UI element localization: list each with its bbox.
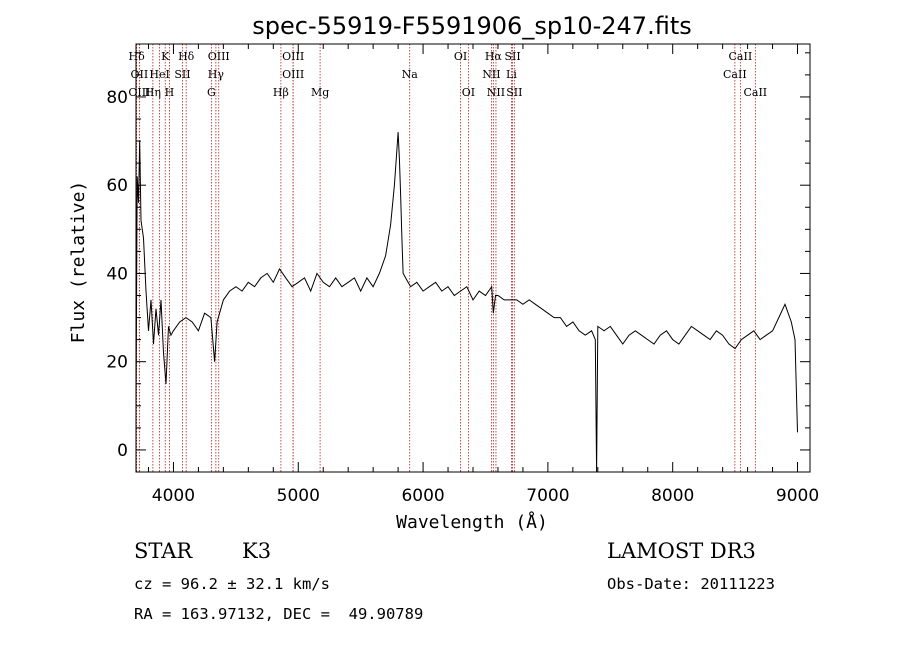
emission-line-label: Mg	[311, 86, 329, 99]
y-axis-label: Flux (relative)	[68, 181, 89, 344]
x-tick-label: 8000	[651, 486, 694, 506]
axis-ticks	[136, 44, 810, 472]
sky-coordinates: RA = 163.97132, DEC = 49.90789	[134, 605, 423, 623]
emission-line-label: Hη	[145, 86, 161, 99]
emission-line-label: SII	[174, 68, 190, 81]
emission-line-label: HeI	[149, 68, 169, 81]
emission-line-label: NII	[487, 86, 505, 99]
redshift-cz: cz = 96.2 ± 32.1 km/s	[134, 575, 330, 593]
emission-line-label: SII	[506, 86, 522, 99]
emission-line-label: G	[207, 86, 216, 99]
spectrum-line	[135, 132, 798, 473]
emission-line-label: Hγ	[208, 68, 225, 81]
emission-line-label: OIII	[282, 68, 304, 81]
emission-line-label: Hδ	[178, 50, 195, 63]
emission-line-label: OIII	[208, 50, 230, 63]
y-tick-label: 20	[106, 353, 128, 373]
emission-line-label: CaII	[723, 68, 747, 81]
x-tick-label: 4000	[152, 486, 195, 506]
observation-date: Obs-Date: 20111223	[607, 575, 775, 593]
emission-line-label: SII	[504, 50, 520, 63]
object-class: STAR	[134, 539, 193, 563]
emission-line-label: CaII	[729, 50, 753, 63]
emission-line-label: K	[161, 50, 170, 63]
emission-line-label: OI	[454, 50, 467, 63]
emission-line-label: OIII	[128, 86, 150, 99]
emission-line-label: H	[165, 86, 175, 99]
object-subclass: K3	[242, 539, 271, 563]
emission-line-label: Hα	[485, 50, 503, 63]
emission-line-label: Hβ	[273, 86, 289, 99]
x-tick-label: 6000	[401, 486, 444, 506]
survey-name: LAMOST DR3	[607, 539, 756, 563]
y-tick-label: 40	[106, 264, 128, 284]
emission-line-label: Na	[402, 68, 419, 81]
emission-line-label: NII	[482, 68, 500, 81]
x-axis-label: Wavelength (Å)	[396, 511, 548, 533]
x-tick-label: 9000	[776, 486, 819, 506]
y-tick-label: 60	[106, 176, 128, 196]
axis-tick-labels: 4000 5000 6000 7000 8000 9000 0 20 40 60 80	[106, 88, 819, 506]
y-tick-label: 80	[106, 88, 128, 108]
emission-line-label: Hδ	[129, 50, 146, 63]
x-tick-label: 5000	[277, 486, 320, 506]
emission-line-label: OI	[462, 86, 475, 99]
emission-line-label: OIII	[282, 50, 304, 63]
emission-line-label: Li	[506, 68, 517, 81]
emission-line-markers	[136, 44, 756, 472]
y-tick-label: 0	[117, 441, 128, 461]
chart-title: spec-55919-F5591906_sp10-247.fits	[252, 12, 691, 40]
x-tick-label: 7000	[526, 486, 569, 506]
emission-line-label: CaII	[743, 86, 767, 99]
plot-frame	[135, 43, 811, 473]
